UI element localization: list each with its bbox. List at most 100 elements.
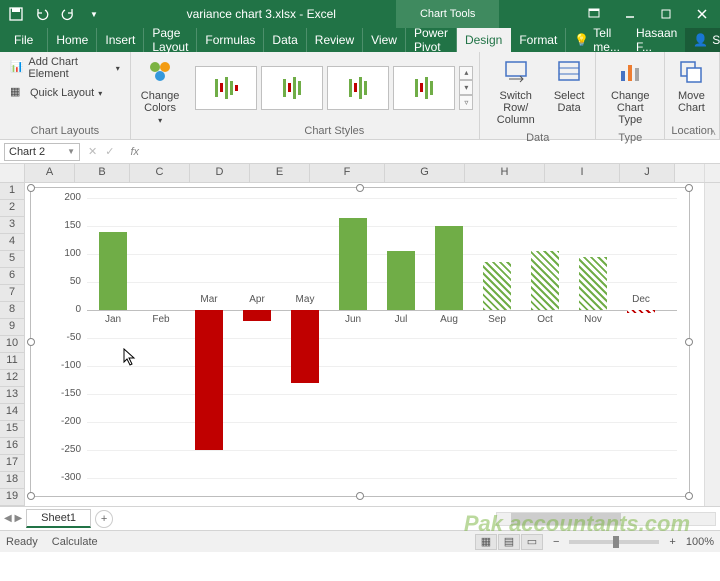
tab-data[interactable]: Data [264, 28, 306, 52]
chart-handle-l[interactable] [27, 338, 35, 346]
chart-handle-br[interactable] [685, 492, 693, 500]
zoom-out-icon[interactable]: − [553, 536, 559, 548]
col-header-E[interactable]: E [250, 164, 310, 182]
row-header-17[interactable]: 17 [0, 455, 24, 472]
chart-bar-May[interactable] [291, 310, 319, 383]
zoom-slider[interactable] [569, 540, 659, 544]
row-header-8[interactable]: 8 [0, 302, 24, 319]
chart-bar-Sep[interactable] [483, 262, 511, 310]
add-chart-element-button[interactable]: 📊Add Chart Element▾ [6, 54, 124, 82]
quick-layout-button[interactable]: ▦Quick Layout▾ [6, 83, 106, 103]
row-header-2[interactable]: 2 [0, 200, 24, 217]
save-icon[interactable] [4, 2, 28, 26]
col-header-G[interactable]: G [385, 164, 465, 182]
row-header-10[interactable]: 10 [0, 336, 24, 353]
user-account[interactable]: Hasaan F... [628, 28, 685, 52]
style-gallery-scroll[interactable]: ▴▾▿ [459, 66, 473, 110]
row-header-7[interactable]: 7 [0, 285, 24, 302]
chart-object[interactable]: 200150100500-50-100-150-200-250-300JanFe… [30, 187, 690, 497]
move-chart-button[interactable]: Move Chart [671, 54, 711, 116]
name-box[interactable]: Chart 2▼ [4, 143, 80, 161]
row-header-18[interactable]: 18 [0, 472, 24, 489]
tell-me[interactable]: 💡Tell me... [566, 28, 628, 52]
row-header-16[interactable]: 16 [0, 438, 24, 455]
row-header-14[interactable]: 14 [0, 404, 24, 421]
row-header-1[interactable]: 1 [0, 183, 24, 200]
row-header-3[interactable]: 3 [0, 217, 24, 234]
tab-file[interactable]: File [0, 28, 48, 52]
tab-view[interactable]: View [363, 28, 406, 52]
vertical-scrollbar[interactable] [704, 183, 720, 506]
col-header-J[interactable]: J [620, 164, 675, 182]
undo-icon[interactable] [30, 2, 54, 26]
select-data-button[interactable]: Select Data [549, 54, 589, 116]
sheet-nav[interactable]: ◀ ▶ [4, 513, 22, 524]
row-header-11[interactable]: 11 [0, 353, 24, 370]
col-header-I[interactable]: I [545, 164, 620, 182]
zoom-level[interactable]: 100% [686, 536, 714, 548]
cells[interactable]: 200150100500-50-100-150-200-250-300JanFe… [25, 183, 704, 506]
qat-dropdown-icon[interactable]: ▼ [82, 2, 106, 26]
style-thumb-4[interactable] [393, 66, 455, 110]
chart-bar-Jan[interactable] [99, 232, 127, 310]
row-header-12[interactable]: 12 [0, 370, 24, 387]
chart-bar-Oct[interactable] [531, 251, 559, 310]
tab-design[interactable]: Design [457, 28, 511, 52]
change-chart-type-button[interactable]: Change Chart Type [602, 54, 658, 128]
chart-bar-Dec[interactable] [627, 310, 655, 313]
tab-format[interactable]: Format [511, 28, 566, 52]
chart-bar-Apr[interactable] [243, 310, 271, 321]
row-header-4[interactable]: 4 [0, 234, 24, 251]
sheet-tab-1[interactable]: Sheet1 [26, 509, 91, 528]
tab-home[interactable]: Home [48, 28, 97, 52]
fx-enter-icon[interactable]: ✓ [105, 145, 114, 158]
style-thumb-1[interactable] [195, 66, 257, 110]
ribbon-options-icon[interactable] [576, 0, 612, 28]
chart-bar-Jun[interactable] [339, 218, 367, 310]
fx-icon[interactable]: fx [124, 146, 145, 158]
row-header-5[interactable]: 5 [0, 251, 24, 268]
redo-icon[interactable] [56, 2, 80, 26]
chart-handle-r[interactable] [685, 338, 693, 346]
tab-page-layout[interactable]: Page Layout [144, 28, 197, 52]
share-button[interactable]: 👤Share [685, 28, 720, 52]
col-header-A[interactable]: A [25, 164, 75, 182]
col-header-B[interactable]: B [75, 164, 130, 182]
chart-handle-b[interactable] [356, 492, 364, 500]
chart-handle-tl[interactable] [27, 184, 35, 192]
row-header-15[interactable]: 15 [0, 421, 24, 438]
row-header-19[interactable]: 19 [0, 489, 24, 506]
switch-row-column-button[interactable]: Switch Row/ Column [486, 54, 545, 128]
row-header-6[interactable]: 6 [0, 268, 24, 285]
chart-handle-tr[interactable] [685, 184, 693, 192]
minimize-icon[interactable] [612, 0, 648, 28]
tab-formulas[interactable]: Formulas [197, 28, 264, 52]
zoom-in-icon[interactable]: + [669, 536, 675, 548]
chart-bar-Jul[interactable] [387, 251, 415, 310]
collapse-ribbon-icon[interactable]: ˄ [710, 128, 716, 139]
chart-bar-Mar[interactable] [195, 310, 223, 450]
row-header-9[interactable]: 9 [0, 319, 24, 336]
close-icon[interactable] [684, 0, 720, 28]
chart-plot-area[interactable]: 200150100500-50-100-150-200-250-300JanFe… [87, 198, 677, 478]
row-header-13[interactable]: 13 [0, 387, 24, 404]
chart-bar-Aug[interactable] [435, 226, 463, 310]
add-sheet-button[interactable]: + [95, 510, 113, 528]
tab-insert[interactable]: Insert [97, 28, 144, 52]
fx-cancel-icon[interactable]: ✕ [88, 145, 97, 158]
chart-handle-bl[interactable] [27, 492, 35, 500]
tab-review[interactable]: Review [307, 28, 363, 52]
col-header-H[interactable]: H [465, 164, 545, 182]
col-header-D[interactable]: D [190, 164, 250, 182]
style-thumb-2[interactable] [261, 66, 323, 110]
col-header-F[interactable]: F [310, 164, 385, 182]
maximize-icon[interactable] [648, 0, 684, 28]
change-colors-button[interactable]: Change Colors ▾ [137, 54, 184, 127]
col-header-C[interactable]: C [130, 164, 190, 182]
chart-handle-t[interactable] [356, 184, 364, 192]
chart-style-gallery[interactable]: ▴▾▿ [195, 66, 473, 110]
chart-bar-Nov[interactable] [579, 257, 607, 310]
select-all-corner[interactable] [0, 164, 25, 182]
tab-power-pivot[interactable]: Power Pivot [406, 28, 457, 52]
style-thumb-3[interactable] [327, 66, 389, 110]
